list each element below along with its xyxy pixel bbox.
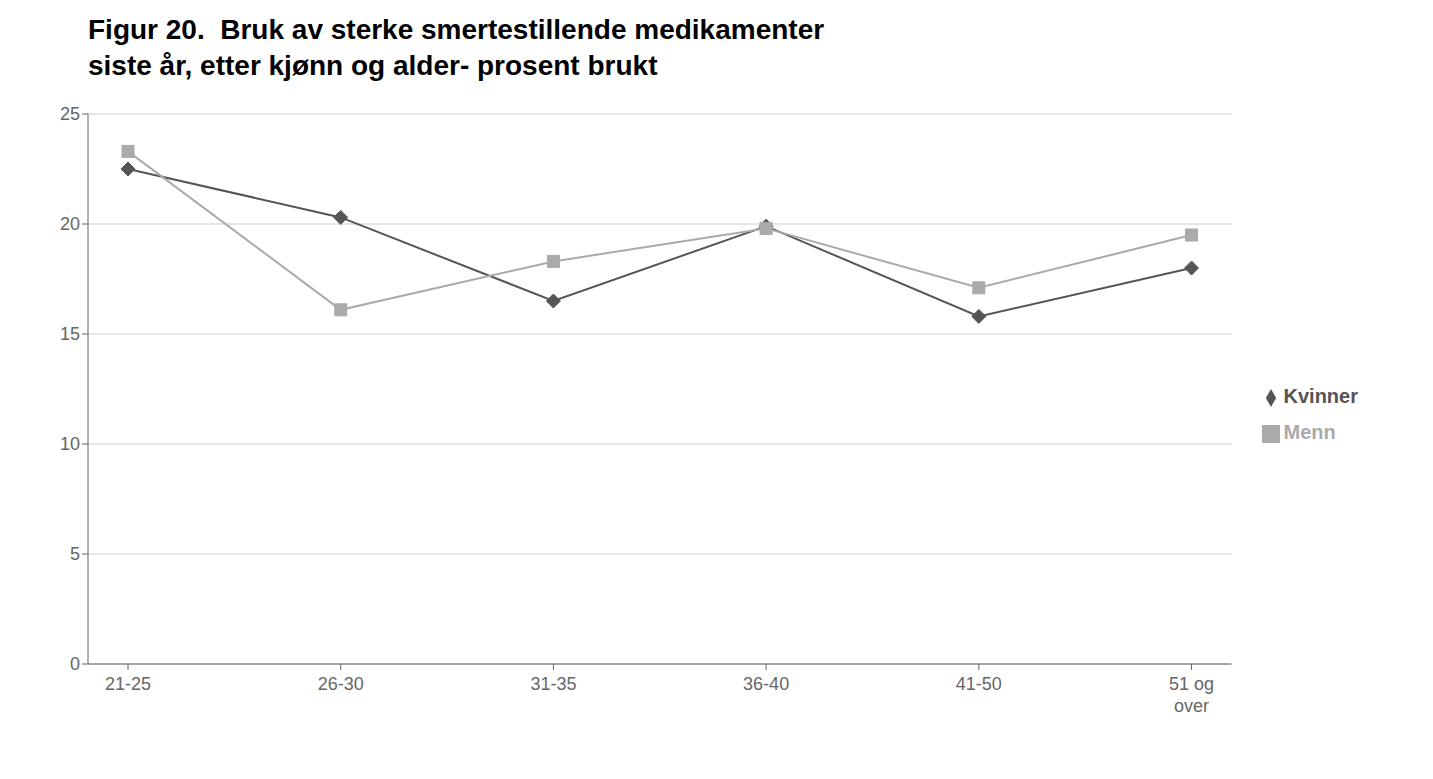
svg-text:36-40: 36-40 xyxy=(743,674,789,694)
svg-text:20: 20 xyxy=(60,214,80,234)
svg-text:41-50: 41-50 xyxy=(956,674,1002,694)
svg-text:21-25: 21-25 xyxy=(105,674,151,694)
svg-text:51 ogover: 51 ogover xyxy=(1169,674,1214,716)
html-text:Figur 20. Bruk av sterke smert: Figur 20. Bruk av sterke smertestillende… xyxy=(88,14,825,81)
html-text:Kvinner: Kvinner xyxy=(1283,385,1358,407)
svg-text:31-35: 31-35 xyxy=(530,674,576,694)
svg-text:10: 10 xyxy=(60,434,80,454)
html-text:Menn: Menn xyxy=(1283,421,1336,443)
svg-text:15: 15 xyxy=(60,324,80,344)
svg-text:26-30: 26-30 xyxy=(318,674,364,694)
svg-text:5: 5 xyxy=(70,544,80,564)
svg-text:0: 0 xyxy=(70,654,80,674)
svg-text:25: 25 xyxy=(60,104,80,124)
